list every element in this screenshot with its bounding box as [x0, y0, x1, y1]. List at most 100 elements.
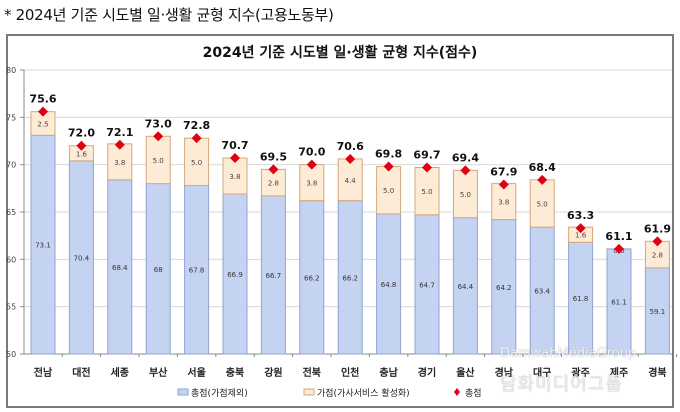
- total-marker: [191, 133, 202, 144]
- total-value-label: 72.8: [183, 119, 210, 132]
- x-category-label: 부산: [149, 366, 168, 379]
- bonus-value-label: 2.5: [37, 120, 48, 128]
- base-value-label: 66.7: [266, 272, 282, 280]
- bar-base: [606, 248, 632, 355]
- bar-bonus: [107, 143, 133, 181]
- total-marker: [537, 174, 548, 185]
- bar-bonus: [145, 135, 171, 185]
- y-tick-label: 70: [6, 161, 16, 170]
- total-marker: [383, 161, 394, 172]
- x-category-label: 인천: [341, 366, 359, 379]
- bonus-value-label: 5.0: [153, 157, 164, 165]
- y-tick-label: 75: [6, 113, 16, 122]
- x-category-label: 충북: [226, 366, 244, 379]
- y-tick-label: 65: [6, 208, 16, 217]
- bar-bonus: [337, 158, 363, 202]
- bonus-value-label: 5.0: [537, 200, 548, 208]
- bar-base: [529, 226, 555, 355]
- base-value-label: 66.2: [304, 274, 320, 282]
- bonus-value-label: 3.8: [306, 180, 317, 188]
- total-value-label: 69.7: [413, 149, 440, 162]
- total-marker: [268, 164, 279, 175]
- total-marker: [498, 179, 509, 190]
- x-category-label: 대구: [533, 366, 551, 379]
- watermark-en: DamwahMediaGroup: [500, 346, 637, 361]
- total-value-label: 68.4: [529, 161, 556, 174]
- bar-base: [184, 184, 210, 355]
- bar-base: [68, 160, 94, 355]
- total-value-label: 61.1: [605, 230, 632, 243]
- total-value-label: 69.5: [260, 150, 287, 163]
- bar-bonus: [529, 179, 555, 228]
- base-value-label: 61.1: [611, 298, 627, 306]
- x-category-label: 제주: [610, 366, 628, 379]
- total-value-label: 63.3: [567, 209, 594, 222]
- x-category-label: 강원: [264, 366, 282, 379]
- x-category-label: 울산: [456, 366, 475, 379]
- legend-swatch: [303, 388, 315, 396]
- total-marker: [652, 236, 663, 247]
- base-value-label: 66.2: [342, 274, 358, 282]
- watermark-ko: 담화미디어그룹: [500, 374, 623, 395]
- y-tick-label: 55: [6, 303, 16, 312]
- total-value-label: 72.0: [68, 127, 95, 140]
- legend-label: 총점: [465, 387, 482, 399]
- total-value-label: 75.6: [29, 93, 56, 106]
- x-category-label: 대전: [72, 366, 90, 379]
- base-value-label: 64.8: [381, 281, 397, 289]
- bar-bonus: [376, 166, 402, 215]
- base-value-label: 59.1: [650, 308, 666, 316]
- base-value-label: 66.9: [227, 271, 243, 279]
- total-value-label: 70.0: [298, 146, 325, 159]
- chart-title: 2024년 기준 시도별 일·생활 균형 지수(점수): [202, 45, 478, 61]
- bonus-value-label: 2.8: [268, 180, 279, 188]
- bar-bonus: [184, 137, 210, 186]
- legend-label: 총점(가점제외): [191, 387, 248, 399]
- bar-base: [414, 214, 440, 355]
- bar-base: [568, 241, 594, 355]
- bonus-value-label: 5.0: [191, 159, 202, 167]
- x-category-label: 충남: [379, 366, 398, 379]
- bar-base: [145, 183, 171, 355]
- bar-base: [107, 179, 133, 355]
- base-value-label: 64.7: [419, 281, 435, 289]
- bonus-value-label: 1.6: [76, 150, 88, 158]
- bonus-value-label: 2.8: [652, 252, 663, 260]
- bar-base: [337, 200, 363, 355]
- total-marker: [575, 223, 586, 234]
- legend-swatch: [177, 388, 189, 396]
- y-tick-label: 50: [6, 350, 16, 359]
- total-value-label: 70.6: [337, 140, 364, 153]
- x-category-label: 광주: [571, 367, 589, 379]
- total-marker: [114, 139, 125, 150]
- total-marker: [614, 243, 624, 254]
- base-value-label: 73.1: [35, 242, 51, 250]
- base-value-label: 64.4: [458, 283, 474, 291]
- total-value-label: 61.9: [644, 222, 671, 235]
- total-marker: [76, 140, 87, 151]
- total-value-label: 69.4: [452, 151, 479, 164]
- base-value-label: 68.4: [112, 264, 128, 272]
- total-marker: [422, 162, 432, 173]
- bar-bonus: [414, 167, 440, 216]
- legend-label: 가점(가사서비스 활성화): [317, 387, 410, 399]
- bar-base: [644, 267, 670, 355]
- bar-base: [222, 193, 248, 355]
- bonus-value-label: 4.4: [345, 177, 357, 185]
- y-tick-label: 60: [6, 255, 16, 264]
- x-category-label: 경남: [495, 366, 514, 379]
- total-marker: [460, 165, 471, 176]
- bonus-value-label: 5.0: [460, 191, 471, 199]
- total-value-label: 73.0: [145, 117, 172, 130]
- legend-marker: [454, 388, 460, 396]
- total-value-label: 70.7: [221, 139, 248, 152]
- base-value-label: 61.8: [573, 295, 589, 303]
- total-marker: [38, 106, 48, 117]
- caption: * 2024년 기준 시도별 일·생활 균형 지수(고용노동부): [4, 6, 334, 24]
- x-category-label: 서울: [187, 366, 205, 379]
- base-value-label: 68: [154, 266, 163, 274]
- base-value-label: 70.4: [74, 254, 90, 262]
- bonus-value-label: 5.0: [383, 187, 394, 195]
- bonus-value-label: 3.8: [229, 173, 240, 181]
